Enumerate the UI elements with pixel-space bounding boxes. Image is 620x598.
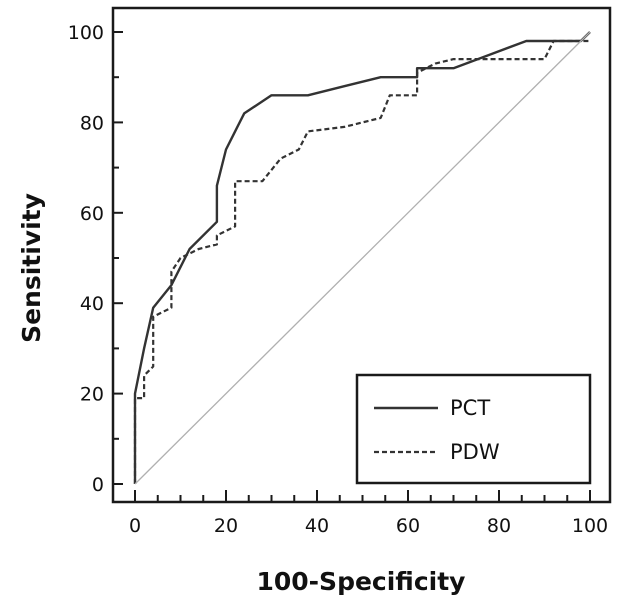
series-line-pct — [133, 31, 591, 484]
series-line-pdw — [133, 39, 590, 484]
x-tick-label: 40 — [305, 515, 329, 537]
legend-label-pct: PCT — [450, 396, 490, 420]
x-tick-label: 20 — [214, 515, 238, 537]
ticks-layer: 0 20 40 60 80 100 0 20 40 60 80 100 — [68, 22, 608, 537]
x-tick-label: 80 — [487, 515, 511, 537]
legend: PCT PDW — [355, 373, 592, 485]
x-axis-title: 100-Specificity — [257, 567, 466, 596]
y-tick-label: 20 — [80, 384, 104, 406]
y-tick-label: 80 — [80, 112, 104, 134]
reference-line — [134, 31, 591, 485]
plot-frame — [111, 6, 612, 504]
x-tick-label: 0 — [129, 515, 141, 537]
x-tick-label: 60 — [396, 515, 420, 537]
x-tick-label: 100 — [572, 515, 608, 537]
legend-label-pdw: PDW — [450, 440, 500, 464]
series-layer — [133, 31, 591, 485]
y-tick-label: 40 — [80, 293, 104, 315]
y-tick-label: 60 — [80, 203, 104, 225]
y-axis-title: Sensitivity — [17, 193, 46, 343]
y-tick-label: 0 — [92, 474, 104, 496]
legend-box — [355, 373, 592, 485]
y-tick-label: 100 — [68, 22, 104, 44]
